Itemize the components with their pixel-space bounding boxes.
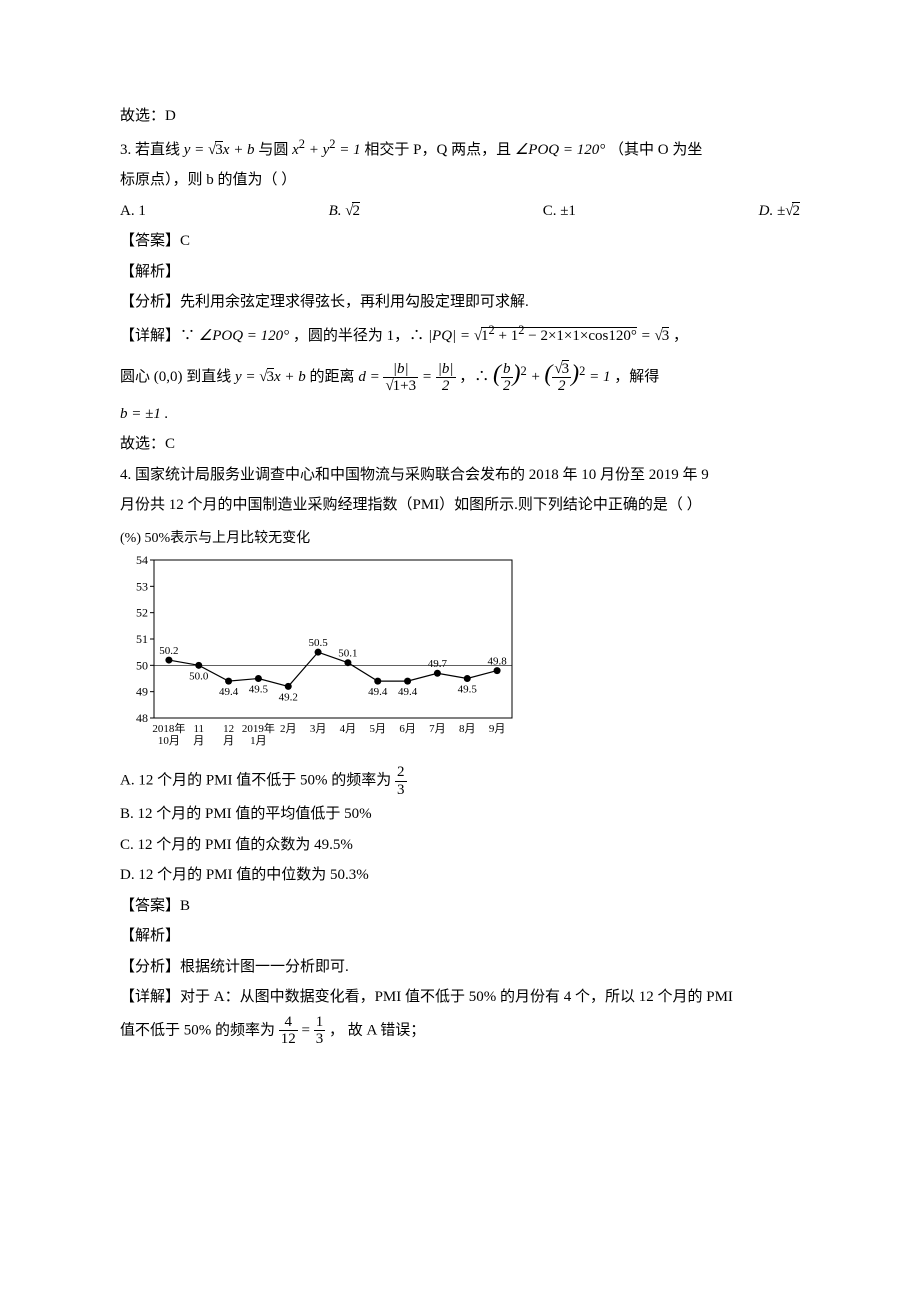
svg-text:49.4: 49.4 [368,686,388,698]
svg-text:50.1: 50.1 [338,648,357,660]
q4-opt-a-text: A. 12 个月的 PMI 值不低于 50% 的频率为 [120,773,391,789]
q3-eq-circle: x2 + y2 = 1 [292,142,361,158]
svg-text:1月: 1月 [250,735,267,747]
svg-text:48: 48 [136,711,148,725]
pmi-chart-unit: (%) [120,531,141,546]
q3-d1-pq: |PQ| = 12 + 12 − 2×1×1×cos120° = 3 [428,328,669,344]
svg-text:2018年: 2018年 [152,721,185,735]
q3-d2-dist: d = |b|1+3 = |b|2 [358,369,459,385]
q3-eq-angle: ∠POQ = 120° [515,142,605,158]
q4-fenxi: 【分析】根据统计图一一分析即可. [120,953,800,982]
svg-text:49.7: 49.7 [428,658,448,670]
q4-answer: 【答案】B [120,892,800,921]
q3-d1-c: ，圆的半径为 1，∴ [293,328,428,344]
pmi-chart-svg: 484950515253542018年10月11月12月2019年1月2月3月4… [120,554,520,754]
svg-text:7月: 7月 [429,723,446,735]
q4-opt-a-frac: 23 [395,764,407,798]
q3-stem: 3. 若直线 y = 3x + b 与圆 x2 + y2 = 1 相交于 P，Q… [120,133,800,165]
q3-jiexi-label: 【解析】 [120,258,800,287]
svg-text:49: 49 [136,685,148,699]
svg-text:月: 月 [193,735,204,747]
svg-text:49.8: 49.8 [487,656,507,668]
q3-detail-3: b = ±1 . [120,400,800,429]
q3-d2-c: 的距离 [310,369,359,385]
svg-text:5月: 5月 [370,723,387,735]
q3-d2-g: ，解得 [614,369,659,385]
q3-d2-e: ，∴ [459,369,493,385]
q4-opt-d: D. 12 个月的 PMI 值的中位数为 50.3% [120,861,800,890]
q4-opt-b: B. 12 个月的 PMI 值的平均值低于 50% [120,800,800,829]
q3-d2-a: 圆心 (0,0) 到直线 [120,369,235,385]
svg-text:11: 11 [193,723,204,735]
svg-text:50.5: 50.5 [308,637,328,649]
q4-detail-2: 值不低于 50% 的频率为 412 = 13 ， 故 A 错误； [120,1014,800,1048]
svg-text:2019年: 2019年 [242,721,275,735]
q3-detail-1: 【详解】∵ ∠POQ = 120° ，圆的半径为 1，∴ |PQ| = 12 +… [120,319,800,351]
svg-text:49.4: 49.4 [398,686,418,698]
q3-pick: 故选：C [120,430,800,459]
svg-text:50.0: 50.0 [189,671,209,683]
svg-text:52: 52 [136,606,148,620]
pmi-chart: (%) 50%表示与上月比较无变化 48 49 50 51 52 53 54 2018年10月… [120,526,800,755]
q3-d1-e: ， [673,328,688,344]
q3-opt-a: A. 1 [120,197,146,226]
svg-text:6月: 6月 [399,723,416,735]
q3-d2-eq: (b2)2 + (32)2 = 1 [493,369,614,385]
q3-stem-t2: 与圆 [258,142,292,158]
q4-opt-a: A. 12 个月的 PMI 值不低于 50% 的频率为 23 [120,764,800,798]
svg-text:49.5: 49.5 [458,684,478,696]
pmi-chart-title-text: 50%表示与上月比较无变化 [145,531,311,546]
q4-detail-1: 【详解】对于 A：从图中数据变化看，PMI 值不低于 50% 的月份有 4 个，… [120,983,800,1012]
svg-text:2月: 2月 [280,723,297,735]
svg-text:月: 月 [223,735,234,747]
q4-d2-frac1: 412 [279,1014,298,1048]
q3-opt-d: D. ±2 [759,197,800,226]
q3-options: A. 1 B. 2 C. ±1 D. ±2 [120,197,800,226]
q3-opt-b: B. 2 [329,197,360,226]
q3-stem-t4: （其中 O 为坐 [609,142,702,158]
pmi-chart-title: (%) 50%表示与上月比较无变化 [120,526,800,553]
q4-opt-c: C. 12 个月的 PMI 值的众数为 49.5% [120,831,800,860]
prev-pick: 故选：D [120,102,800,131]
q4-d2-frac2: 13 [314,1014,326,1048]
svg-text:50.2: 50.2 [159,645,178,657]
q3-d2-line: y = 3x + b [235,369,306,385]
q3-answer: 【答案】C [120,227,800,256]
q3-d1-angle: ∠POQ = 120° [199,328,289,344]
q3-stem-line2: 标原点），则 b 的值为（ ） [120,166,800,195]
svg-text:9月: 9月 [489,723,506,735]
svg-text:8月: 8月 [459,723,476,735]
svg-text:53: 53 [136,580,148,594]
svg-text:49.4: 49.4 [219,686,239,698]
q3-stem-t1: 3. 若直线 [120,142,184,158]
q3-fenxi: 【分析】先利用余弦定理求得弦长，再利用勾股定理即可求解. [120,288,800,317]
svg-text:4月: 4月 [340,723,357,735]
svg-text:54: 54 [136,554,148,567]
q4-jiexi-label: 【解析】 [120,922,800,951]
q4-d2-b: = [302,1022,314,1038]
q3-d1-a: 【详解】∵ [120,328,199,344]
q4-d2-a: 值不低于 50% 的频率为 [120,1022,279,1038]
q3-detail-2: 圆心 (0,0) 到直线 y = 3x + b 的距离 d = |b|1+3 =… [120,352,800,398]
q3-opt-c: C. ±1 [543,197,576,226]
svg-text:12: 12 [223,723,234,735]
svg-text:51: 51 [136,632,148,646]
svg-text:49.5: 49.5 [249,684,269,696]
svg-text:49.2: 49.2 [279,692,298,704]
q4-stem-2: 月份共 12 个月的中国制造业采购经理指数（PMI）如图所示.则下列结论中正确的… [120,491,800,520]
svg-text:3月: 3月 [310,723,327,735]
svg-text:50: 50 [136,659,148,673]
q4-d2-c: ， 故 A 错误； [329,1022,425,1038]
q3-stem-t3: 相交于 P，Q 两点，且 [364,142,514,158]
q4-stem-1: 4. 国家统计局服务业调查中心和中国物流与采购联合会发布的 2018 年 10 … [120,461,800,490]
svg-text:10月: 10月 [158,735,180,747]
q3-eq-line: y = 3x + b [184,142,255,158]
